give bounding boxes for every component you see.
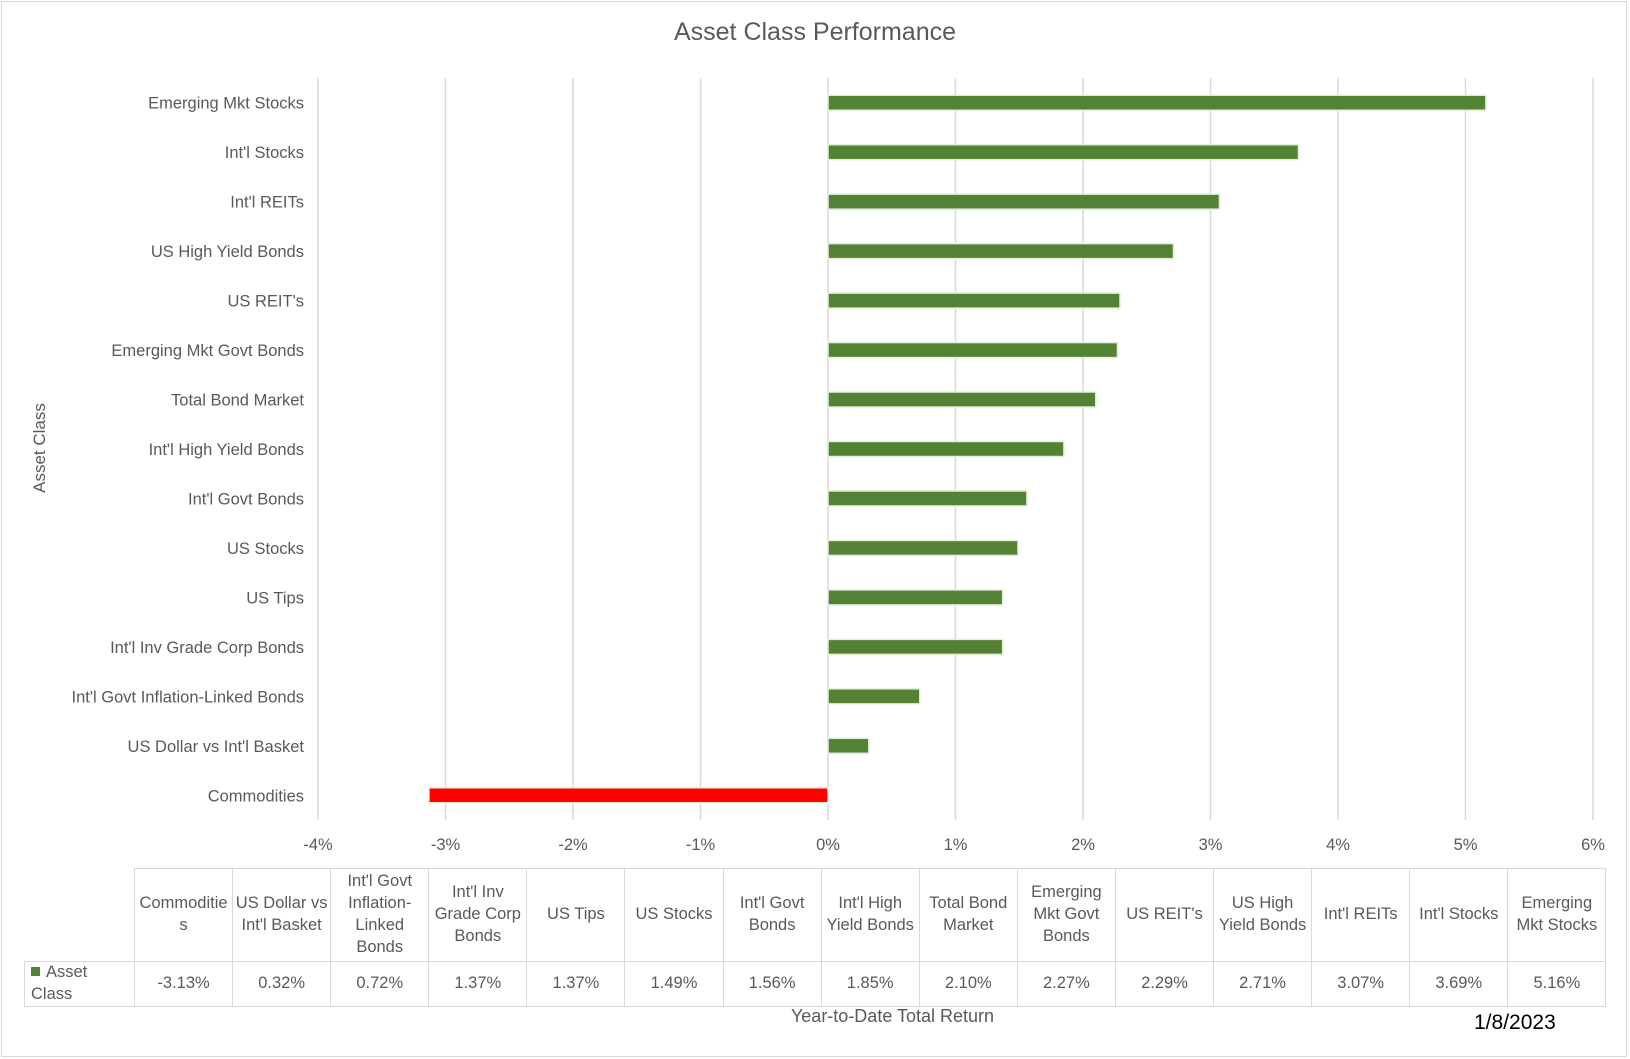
category-label: US Stocks: [227, 540, 304, 558]
table-value-cell: 2.29%: [1114, 961, 1215, 1007]
bar: [827, 589, 1004, 606]
x-tick-label: -4%: [303, 836, 333, 854]
table-value-cell: 5.16%: [1507, 961, 1607, 1007]
table-value-cell: 1.56%: [722, 961, 822, 1007]
table-header-cell: Int'l Govt Inflation-Linked Bonds: [330, 868, 430, 962]
chart-title: Asset Class Performance: [673, 18, 957, 46]
table-header-cell: Int'l High Yield Bonds: [820, 868, 920, 962]
table-value-cell: 2.71%: [1213, 961, 1313, 1007]
table-value-cell: 1.37%: [428, 961, 528, 1007]
category-label: Int'l Stocks: [225, 144, 304, 162]
bar: [827, 193, 1221, 210]
data-table-value-row: Asset Class -3.13% 0.32% 0.72% 1.37% 1.37% 1.4…: [24, 961, 1607, 1007]
x-tick-label: 4%: [1326, 836, 1350, 854]
table-header-cell: Int'l Govt Bonds: [722, 868, 822, 962]
category-label: Int'l Inv Grade Corp Bonds: [110, 639, 304, 657]
x-tick-label: 2%: [1071, 836, 1095, 854]
category-label: Int'l REITs: [230, 194, 304, 212]
bar: [827, 688, 921, 705]
table-header-cell: US REIT's: [1114, 868, 1215, 962]
bar: [428, 787, 829, 804]
x-axis-label: Year-to-Date Total Return: [790, 1006, 995, 1026]
table-header-cell: US Dollar vs Int'l Basket: [232, 868, 332, 962]
table-value-cell: 3.07%: [1311, 961, 1411, 1007]
data-table-header-row: Commoditie s US Dollar vs Int'l Basket Int…: [24, 868, 1607, 962]
table-header-cell: Int'l REITs: [1311, 868, 1411, 962]
legend-key-icon: [31, 967, 40, 976]
legend-label-text: Asset Class: [31, 963, 88, 1003]
category-label: Emerging Mkt Stocks: [148, 95, 304, 113]
table-header-cell: Emerging Mkt Stocks: [1507, 868, 1607, 962]
x-tick-label: 5%: [1454, 836, 1478, 854]
bar: [827, 539, 1019, 557]
bar: [827, 242, 1175, 260]
table-header-cell: Int'l Stocks: [1409, 868, 1509, 962]
category-label: US Tips: [246, 589, 304, 607]
x-tick-label: 6%: [1581, 836, 1605, 854]
bar: [827, 341, 1119, 359]
table-value-cell: 0.32%: [232, 961, 332, 1007]
bar: [827, 391, 1097, 408]
category-label: Int'l Govt Bonds: [188, 490, 304, 508]
x-tick-label: 0%: [816, 836, 840, 854]
category-label: US Dollar vs Int'l Basket: [128, 738, 305, 756]
table-header-cell: Total Bond Market: [918, 868, 1018, 962]
table-header-cell: Int'l Inv Grade Corp Bonds: [428, 868, 528, 962]
table-value-cell: 3.69%: [1409, 961, 1509, 1007]
table-value-cell: 2.27%: [1016, 961, 1116, 1007]
table-value-cell: 2.10%: [918, 961, 1018, 1007]
category-label: Int'l Govt Inflation-Linked Bonds: [72, 688, 304, 706]
table-header-cell: US Tips: [526, 868, 626, 962]
table-header-cell: Emerging Mkt Govt Bonds: [1016, 868, 1116, 962]
table-value-cell: 0.72%: [330, 961, 430, 1007]
bar: [827, 440, 1065, 458]
date-stamp: 1/8/2023: [1474, 1011, 1556, 1034]
table-corner: [24, 868, 135, 962]
bar: [827, 638, 1004, 656]
table-value-cell: 1.37%: [526, 961, 626, 1007]
x-tick-label: 3%: [1199, 836, 1223, 854]
table-value-cell: 1.49%: [624, 961, 724, 1007]
category-label: Commodities: [208, 787, 304, 805]
table-header-cell: Commoditie s: [133, 868, 234, 962]
legend-series-label: Asset Class: [24, 961, 135, 1007]
x-tick-label: -3%: [431, 836, 461, 854]
data-table: Commoditie s US Dollar vs Int'l Basket Int…: [24, 868, 1607, 1007]
bar: [827, 737, 870, 755]
table-header-cell: US High Yield Bonds: [1213, 868, 1313, 962]
bar: [827, 94, 1487, 111]
category-label: US High Yield Bonds: [151, 243, 304, 261]
table-header-cell: US Stocks: [624, 868, 724, 962]
bar: [827, 490, 1028, 507]
x-tick-label: -2%: [558, 836, 588, 854]
x-tick-label: -1%: [686, 836, 716, 854]
table-value-cell: 1.85%: [820, 961, 920, 1007]
bar: [827, 143, 1300, 161]
category-label: US REIT's: [228, 293, 305, 311]
category-label: Emerging Mkt Govt Bonds: [111, 342, 304, 360]
category-label: Int'l High Yield Bonds: [149, 441, 304, 459]
table-value-cell: -3.13%: [133, 961, 234, 1007]
x-tick-label: 1%: [944, 836, 968, 854]
category-label: Total Bond Market: [171, 392, 304, 410]
bar: [827, 292, 1121, 309]
